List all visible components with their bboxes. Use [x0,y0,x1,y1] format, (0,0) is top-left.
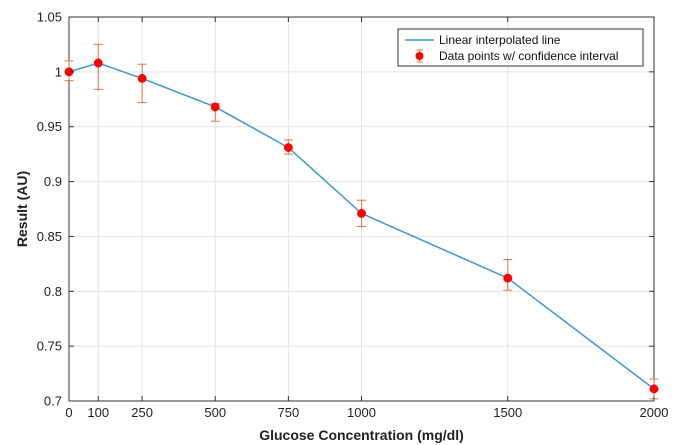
axis-label-layer: Glucose Concentration (mg/dl) Result (AU… [14,171,464,443]
data-point-marker [357,208,366,218]
legend-line-label: Linear interpolated line [439,33,561,47]
y-axis-label: Result (AU) [14,171,30,247]
x-tick-label: 1000 [347,405,376,420]
series-layer [64,43,659,400]
data-point-marker [137,73,147,83]
legend: Linear interpolated line Data points w/ … [397,28,644,67]
data-point-marker [503,273,513,283]
interpolated-line [68,62,655,390]
x-tick-label: 750 [278,405,300,420]
x-tick-label: 250 [131,405,153,420]
data-point-marker [210,102,220,112]
y-tick-label: 1 [55,64,62,79]
x-tick-label: 2000 [640,405,669,420]
y-tick-label: 0.7 [44,394,62,409]
legend-marker-swatch [415,52,424,60]
y-tick-label: 0.85 [37,229,62,244]
x-tick-label: 0 [65,405,72,420]
data-point-marker [283,143,293,153]
tick-layer: 0 100 250 500 750 1000 1500 2000 0.7 0.75 0.8 0.85 0… [37,10,669,421]
x-tick-label: 1500 [493,405,522,420]
x-tick-label: 500 [204,405,226,420]
y-tick-label: 0.9 [44,174,62,189]
y-tick-label: 0.75 [37,339,62,354]
data-point-marker [93,58,103,68]
y-tick-label: 0.8 [44,284,62,299]
data-point-marker [649,384,659,394]
legend-box [397,28,644,67]
y-tick-label: 0.95 [37,119,62,134]
legend-marker-label: Data points w/ confidence interval [439,49,618,63]
x-tick-label: 100 [87,405,109,420]
x-axis-label: Glucose Concentration (mg/dl) [259,427,464,443]
y-tick-label: 1.05 [37,10,62,25]
